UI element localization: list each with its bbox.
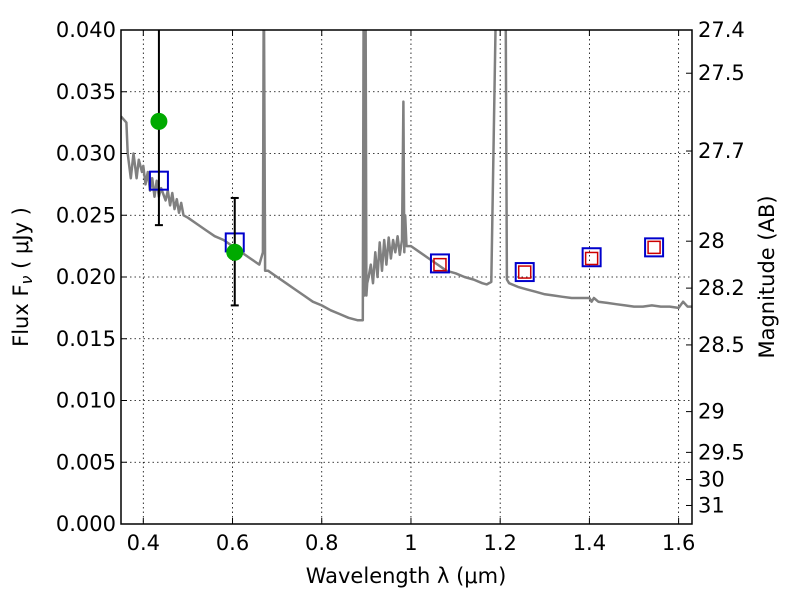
y-tick-label: 0.005 — [56, 450, 116, 474]
y-tick-label: 0.000 — [56, 512, 116, 536]
blue-square-point — [581, 247, 602, 268]
blue-square-point — [514, 262, 535, 283]
blue-square-point — [644, 237, 665, 258]
y2-tick-label: 27.5 — [698, 61, 745, 85]
x-tick-label: 1.6 — [662, 531, 695, 555]
red-square-point — [584, 251, 599, 266]
y-tick-label: 0.010 — [56, 389, 116, 413]
y-tick-label: 0.015 — [56, 327, 116, 351]
y-tick-label: 0.040 — [56, 18, 116, 42]
y2-axis-title: Magnitude (AB) — [755, 195, 779, 358]
x-axis-title: Wavelength λ (μm) — [306, 564, 507, 588]
y2-tick-label: 31 — [698, 493, 725, 517]
red-square-point — [517, 265, 532, 279]
y2-tick-label: 29 — [698, 400, 725, 424]
y-axis-title: Flux Fν ( μJy ) — [9, 207, 36, 347]
y-axis-title-main: Flux F — [9, 284, 33, 346]
y2-tick-label: 28.2 — [698, 276, 745, 300]
y2-tick-label: 27.4 — [698, 18, 745, 42]
green-data-point — [150, 112, 168, 130]
x-tick-label: 0.4 — [127, 531, 160, 555]
y2-tick-label: 29.5 — [698, 440, 745, 464]
red-square-point — [433, 257, 447, 272]
y-tick-label: 0.020 — [56, 265, 116, 289]
y-tick-label: 0.035 — [56, 80, 116, 104]
y2-tick-label: 28.5 — [698, 333, 745, 357]
x-tick-label: 0.6 — [216, 531, 249, 555]
y2-tick-label: 30 — [698, 468, 725, 492]
y-axis-title-sub: ν — [17, 275, 36, 284]
x-tick-label: 0.8 — [305, 531, 338, 555]
red-square-point — [647, 240, 661, 255]
y-axis-title-unit: ( μJy ) — [9, 207, 33, 275]
axes: 0.4 0.6 0.8 1 1.2 1.4 1.6 0.000 0.005 0.010 0.015 0… — [56, 18, 745, 555]
x-tick-label: 1.4 — [573, 531, 606, 555]
errorbar-layer — [150, 30, 244, 307]
y2-tick-label: 27.7 — [698, 139, 745, 163]
model-spectrum-line — [121, 30, 692, 322]
green-data-point — [226, 243, 244, 261]
y2-tick-label: 28 — [698, 229, 725, 253]
blue-square-point — [429, 253, 450, 274]
x-tick-label: 1.2 — [483, 531, 516, 555]
x-tick-label: 1 — [404, 531, 417, 555]
y-tick-label: 0.025 — [56, 203, 116, 227]
y-tick-label: 0.030 — [56, 142, 116, 166]
